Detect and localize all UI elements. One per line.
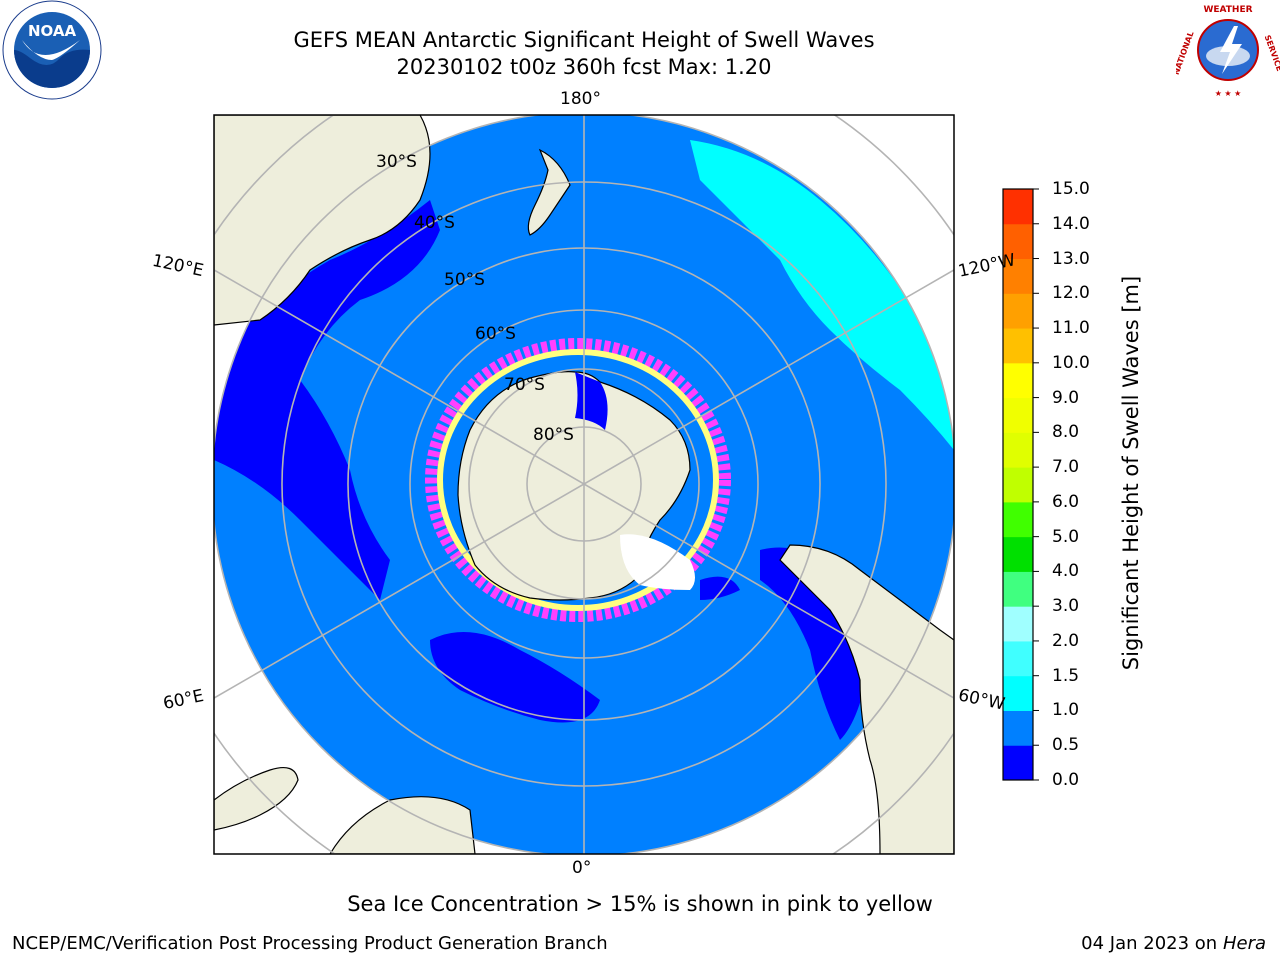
colorbar-tick-label: 4.0	[1052, 561, 1080, 582]
svg-text:★ ★ ★: ★ ★ ★	[1215, 89, 1242, 98]
colorbar-segment	[1003, 640, 1033, 677]
colorbar-tick-label: 10.0	[1052, 352, 1090, 373]
colorbar-tick-label: 7.0	[1052, 457, 1080, 478]
lat-label-80s: 80°S	[533, 425, 574, 445]
colorbar-segment	[1003, 501, 1033, 538]
lat-label-40s: 40°S	[414, 213, 455, 233]
colorbar-segment	[1003, 397, 1033, 433]
lat-label-30s: 30°S	[376, 152, 417, 172]
colorbar-tick-label: 3.0	[1052, 596, 1080, 617]
noaa-logo: NOAA	[2, 0, 102, 100]
footer-host: Hera	[1222, 933, 1266, 954]
colorbar-tick-label: 1.0	[1052, 700, 1080, 721]
colorbar-tick-label: 0.0	[1052, 770, 1080, 790]
colorbar-segment	[1003, 467, 1033, 503]
colorbar-tick-label: 11.0	[1052, 318, 1090, 339]
colorbar-segment	[1003, 362, 1033, 399]
lat-label-50s: 50°S	[444, 270, 485, 290]
map-frame	[213, 114, 955, 855]
footer-credit: NCEP/EMC/Verification Post Processing Pr…	[12, 933, 608, 954]
colorbar-tick-label: 9.0	[1052, 387, 1080, 408]
colorbar-segment	[1003, 328, 1033, 364]
colorbar-tick-label: 0.5	[1052, 735, 1080, 756]
map-title: GEFS MEAN Antarctic Significant Height o…	[293, 28, 875, 52]
nws-logo: WEATHER NATIONAL SERVICE ★ ★ ★	[1176, 2, 1280, 98]
colorbar-segment	[1003, 606, 1033, 642]
lat-label-70s: 70°S	[504, 375, 545, 395]
colorbar-segment	[1003, 536, 1033, 572]
colorbar-tick-label: 5.0	[1052, 526, 1080, 547]
colorbar-segment	[1003, 223, 1033, 260]
land-south-america	[779, 544, 954, 854]
svg-text:WEATHER: WEATHER	[1203, 5, 1252, 15]
mid-swell-region	[690, 140, 954, 450]
low-swell-region-scatter	[700, 576, 740, 600]
colorbar	[1003, 188, 1039, 781]
colorbar-tick-label: 14.0	[1052, 213, 1090, 234]
colorbar-tick-label: 2.0	[1052, 630, 1080, 651]
svg-text:NOAA: NOAA	[28, 22, 77, 40]
sea-ice-edge-yellow	[437, 349, 719, 611]
colorbar-tick-label: 12.0	[1052, 283, 1090, 304]
land-africa	[329, 796, 476, 854]
footer-date: 04 Jan 2023 on Hera	[1081, 933, 1266, 955]
colorbar-segment	[1003, 432, 1033, 468]
colorbar-tick-label: 6.0	[1052, 491, 1080, 512]
colorbar-tick-label: 13.0	[1052, 248, 1090, 269]
lat-label-60s: 60°S	[475, 324, 516, 344]
colorbar-tick-label: 15.0	[1052, 179, 1090, 199]
sea-ice-edge-pink	[425, 338, 731, 622]
map-subtitle: 20230102 t00z 360h fcst Max: 1.20	[396, 55, 772, 79]
land-madagascar	[214, 767, 299, 831]
low-swell-region-west	[214, 200, 440, 600]
footer-date-text: 04 Jan 2023 on	[1081, 933, 1223, 954]
colorbar-segment	[1003, 745, 1033, 781]
graticule	[214, 115, 954, 854]
colorbar-segment	[1003, 293, 1033, 329]
colorbar-segment	[1003, 189, 1033, 225]
low-swell-region-south	[430, 632, 600, 723]
colorbar-segment	[1003, 571, 1033, 607]
colorbar-segment	[1003, 258, 1033, 294]
colorbar-segment	[1003, 710, 1033, 746]
colorbar-tick-label: 8.0	[1052, 422, 1080, 443]
lon-label-bottom: 0°	[572, 858, 592, 878]
colorbar-tick-label: 1.5	[1052, 665, 1080, 686]
ross-sea-inlet	[575, 372, 608, 430]
colorbar-title: Significant Height of Swell Waves [m]	[1119, 275, 1143, 671]
sea-ice-caption: Sea Ice Concentration > 15% is shown in …	[347, 892, 933, 916]
lon-label-top: 180°	[560, 89, 601, 109]
colorbar-frame	[1002, 188, 1034, 781]
weddell-sea-ice	[620, 534, 695, 590]
colorbar-segment	[1003, 675, 1033, 711]
